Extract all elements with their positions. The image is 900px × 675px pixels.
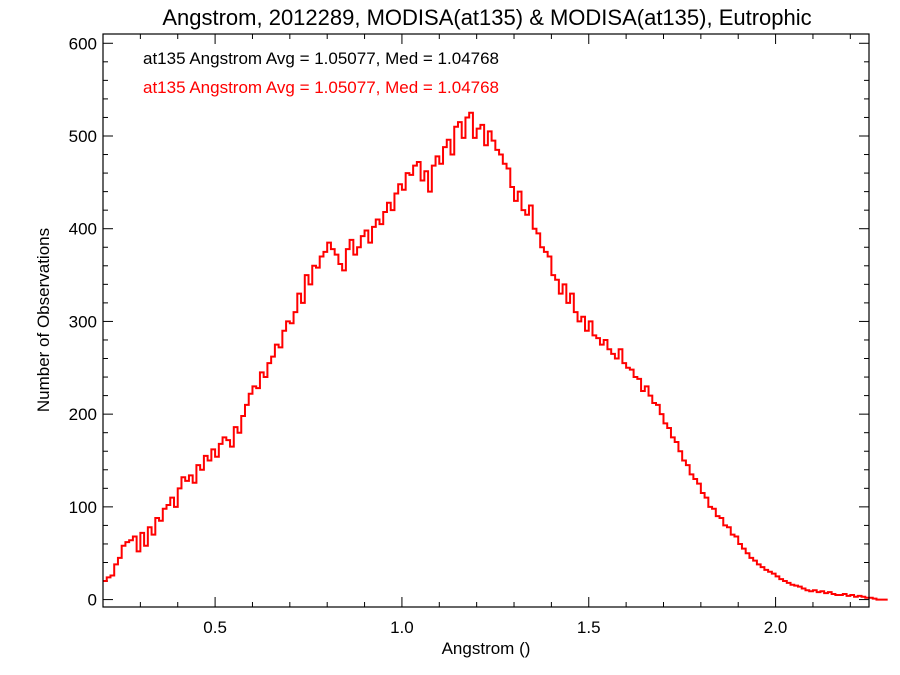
plot-axes: 0.5 1.0 1.5 2.0 0 100 200 300 400 500 600 [69, 34, 869, 637]
y-tick-label: 300 [69, 312, 97, 331]
stats-annotation-black: at135 Angstrom Avg = 1.05077, Med = 1.04… [143, 49, 499, 68]
y-tick-label: 500 [69, 127, 97, 146]
y-tick-label: 400 [69, 220, 97, 239]
x-tick-label: 2.0 [764, 618, 788, 637]
y-tick-label: 0 [88, 591, 97, 610]
y-axis-label: Number of Observations [34, 228, 53, 412]
x-tick-label: 0.5 [203, 618, 227, 637]
x-tick-label: 1.5 [577, 618, 601, 637]
y-tick-label: 200 [69, 405, 97, 424]
y-tick-label: 600 [69, 34, 97, 53]
stats-annotation-red: at135 Angstrom Avg = 1.05077, Med = 1.04… [143, 78, 499, 97]
histogram-series-line [103, 111, 888, 601]
chart-title: Angstrom, 2012289, MODISA(at135) & MODIS… [162, 5, 811, 30]
y-tick-label: 100 [69, 498, 97, 517]
plot-frame [102, 33, 870, 608]
x-axis-label: Angstrom () [442, 639, 531, 658]
x-tick-label: 1.0 [390, 618, 414, 637]
